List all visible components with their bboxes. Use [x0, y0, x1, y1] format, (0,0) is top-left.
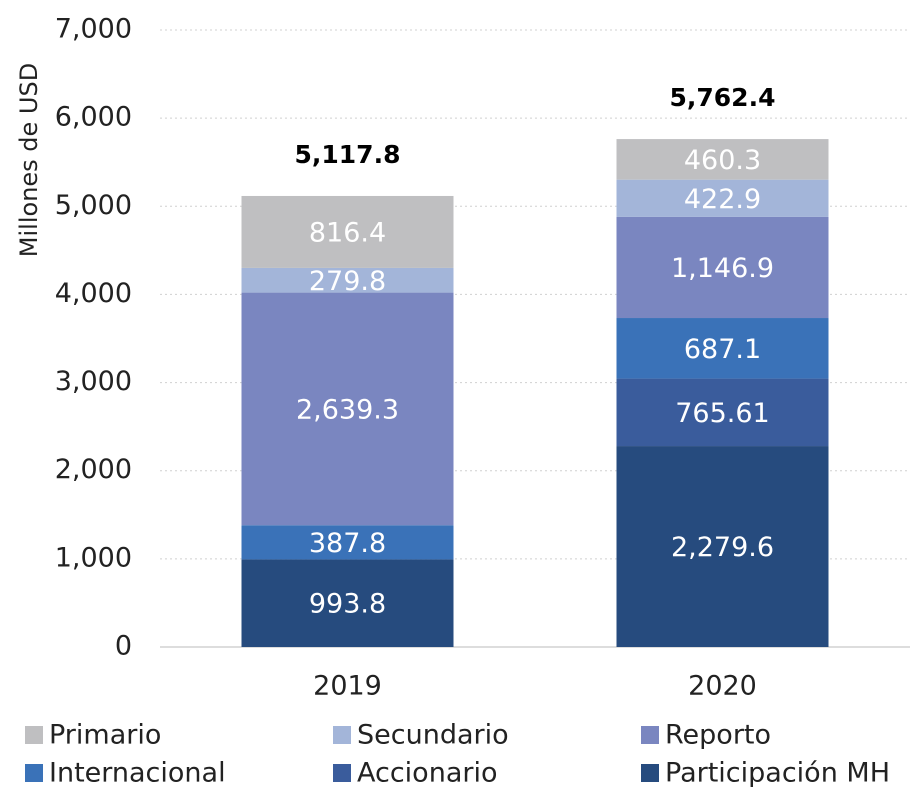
legend-swatch — [641, 764, 659, 782]
legend-label: Accionario — [357, 758, 497, 789]
data-label: 816.4 — [309, 217, 386, 248]
legend-label: Participación MH — [665, 758, 890, 789]
total-label: 5,117.8 — [295, 140, 401, 169]
bar-segment — [241, 267, 454, 293]
y-tick-label: 1,000 — [55, 542, 132, 573]
total-label: 5,762.4 — [670, 83, 776, 112]
bar-segment — [616, 318, 829, 379]
bar-segment — [241, 525, 454, 560]
y-tick-label: 7,000 — [55, 14, 132, 45]
data-label: 387.8 — [309, 528, 386, 559]
x-tick-label: 2019 — [313, 671, 382, 702]
bar-segment — [616, 446, 829, 647]
data-label: 460.3 — [684, 145, 761, 176]
y-tick-label: 4,000 — [55, 278, 132, 309]
data-label: 1,146.9 — [671, 253, 774, 284]
y-axis-label: Millones de USD — [15, 63, 43, 257]
data-label: 2,279.6 — [671, 532, 774, 563]
legend-label: Primario — [49, 720, 161, 751]
bar-segment — [241, 292, 454, 526]
legend-swatch — [25, 726, 43, 744]
data-label: 2,639.3 — [296, 394, 399, 425]
legend-label: Reporto — [665, 720, 771, 751]
bar-segment — [616, 378, 829, 447]
y-tick-label: 3,000 — [55, 366, 132, 397]
bar-segment — [241, 195, 454, 268]
data-label: 687.1 — [684, 334, 761, 365]
legend-swatch — [25, 764, 43, 782]
bar-segment — [616, 216, 829, 319]
data-label: 279.8 — [309, 266, 386, 297]
legend-label: Secundario — [357, 720, 509, 751]
legend-label: Internacional — [49, 758, 226, 789]
y-tick-label: 6,000 — [55, 102, 132, 133]
y-tick-label: 0 — [115, 631, 132, 662]
data-label: 765.61 — [675, 398, 769, 429]
y-tick-label: 2,000 — [55, 454, 132, 485]
data-label: 993.8 — [309, 589, 386, 620]
y-tick-label: 5,000 — [55, 190, 132, 221]
bar-segment — [616, 179, 829, 217]
bar-segment — [241, 559, 454, 647]
data-label: 422.9 — [684, 184, 761, 215]
legend-swatch — [641, 726, 659, 744]
legend-swatch — [333, 726, 351, 744]
bar-segment — [616, 139, 829, 180]
x-tick-label: 2020 — [688, 671, 757, 702]
legend-swatch — [333, 764, 351, 782]
